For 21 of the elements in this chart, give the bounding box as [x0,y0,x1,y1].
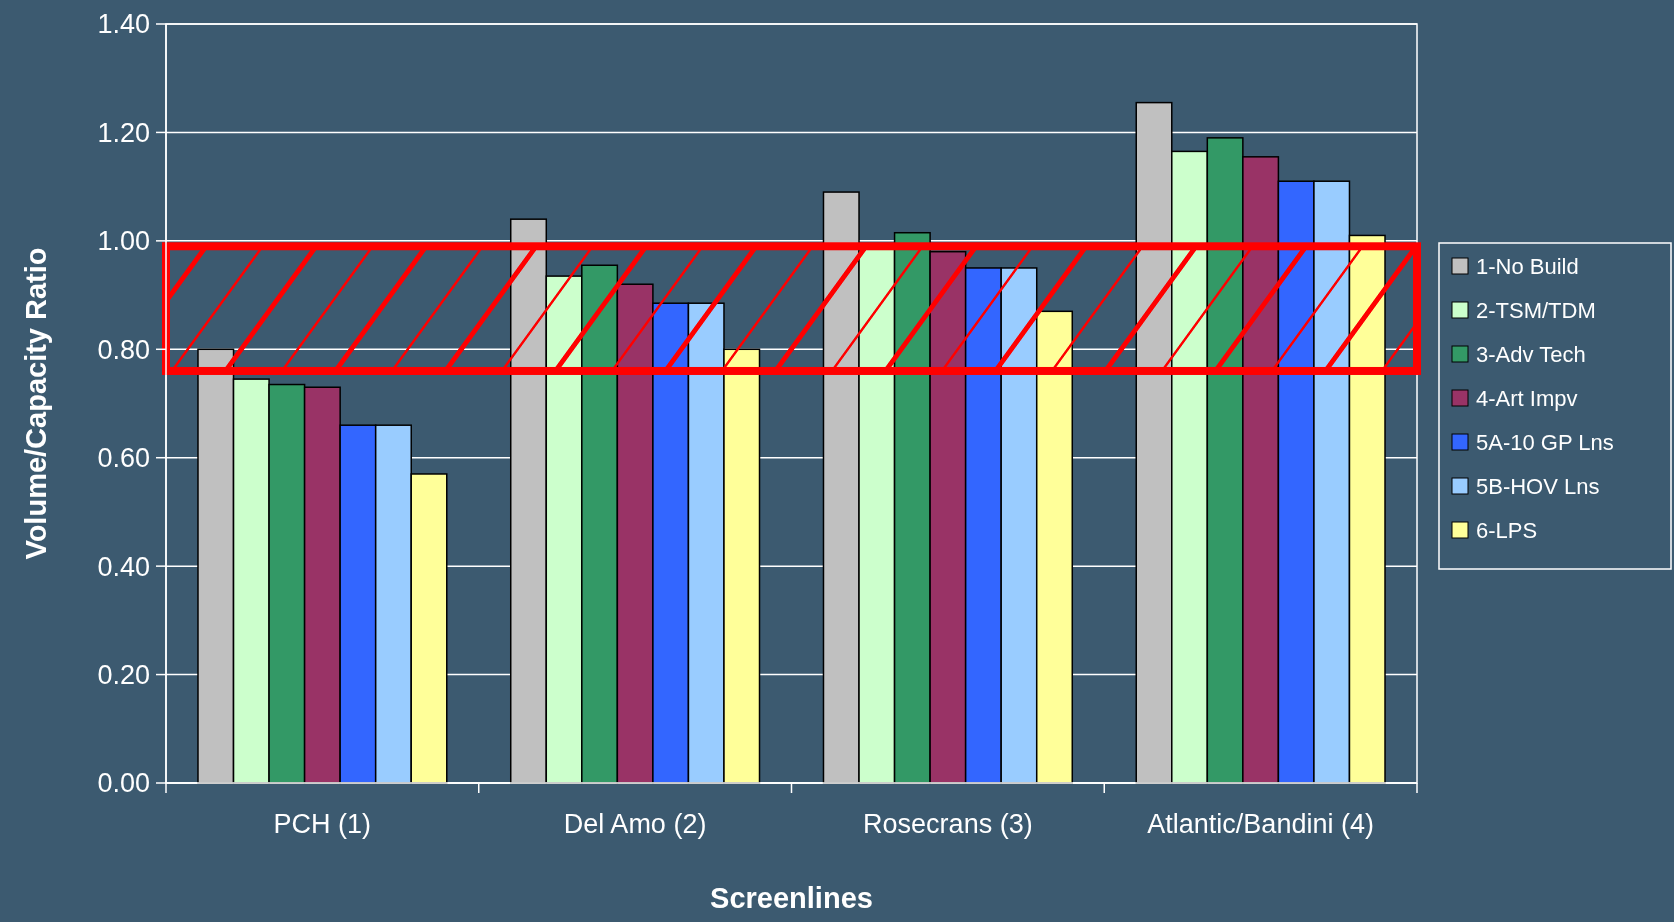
y-tick-label: 1.20 [97,117,150,148]
y-tick-label: 0.00 [97,768,150,799]
x-tick-label: Del Amo (2) [563,809,707,839]
x-axis-title: Screenlines [710,882,873,914]
y-tick-label: 0.60 [97,443,150,474]
x-tick-label: Rosecrans (3) [863,809,1033,839]
x-tick-label: PCH (1) [273,809,372,839]
legend-label: 4-Art Impv [1476,385,1578,411]
y-tick-label: 0.40 [97,551,150,582]
legend-label: 6-LPS [1476,517,1538,543]
legend-label: 3-Adv Tech [1476,341,1586,367]
y-axis-title: Volume/Capacity Ratio [20,247,52,560]
y-tick-label: 0.20 [97,660,150,691]
y-tick-label: 1.40 [97,9,150,40]
y-tick-label: 1.00 [97,226,150,257]
x-tick-label: Atlantic/Bandini (4) [1147,809,1374,839]
legend-label: 2-TSM/TDM [1476,297,1596,323]
legend-label: 5B-HOV Lns [1476,473,1600,499]
y-tick-label: 0.80 [97,334,150,365]
legend-label: 1-No Build [1476,253,1579,279]
legend-label: 5A-10 GP Lns [1476,429,1614,455]
